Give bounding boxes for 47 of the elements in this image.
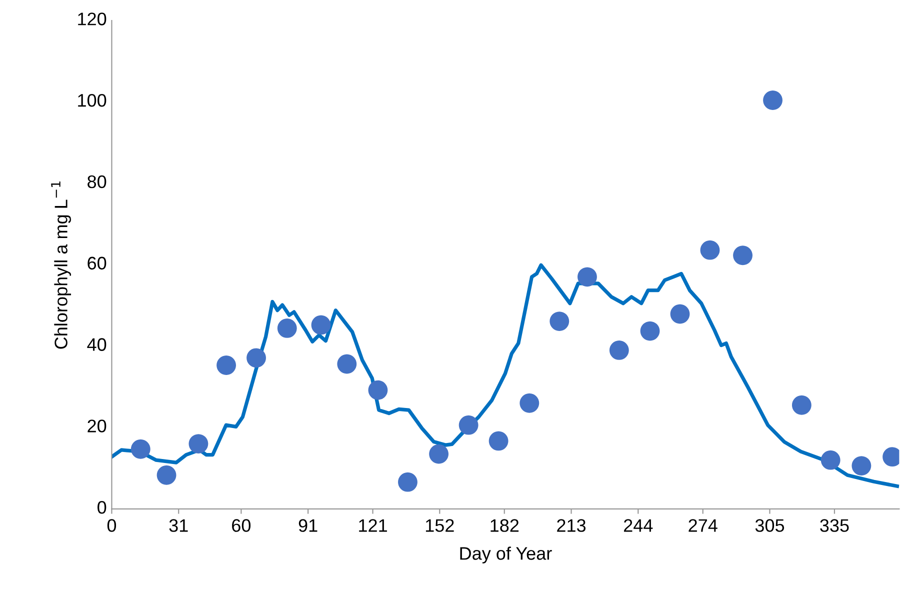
x-tick-label: 60 [232, 519, 251, 532]
point [792, 395, 812, 415]
x-tick-label: 31 [169, 519, 188, 532]
x-tick-label: 152 [426, 519, 454, 532]
point [700, 240, 720, 260]
point [277, 318, 297, 338]
point [763, 90, 782, 110]
point [488, 431, 508, 451]
y-axis-title: Chlorophyll a mg L$^{−1}$ [51, 181, 72, 349]
x-tick-label: 305 [755, 519, 784, 532]
point [609, 340, 629, 360]
y-tick-label: 20 [88, 420, 106, 432]
line-series [112, 263, 900, 488]
x-tick-label: 0 [107, 519, 116, 532]
point [130, 439, 150, 459]
point [550, 312, 570, 332]
y-tick-label: 120 [78, 12, 106, 26]
x-tick-label: 244 [624, 519, 653, 532]
y-tick-label: 40 [87, 338, 106, 351]
point [156, 465, 176, 485]
point [246, 348, 266, 368]
point [670, 304, 690, 324]
x-tick-label: 274 [688, 519, 718, 532]
point [216, 356, 236, 375]
point [429, 444, 449, 464]
y-tick-label: 80 [88, 175, 106, 188]
y-tick-label: 100 [78, 94, 106, 107]
x-tick-label: 121 [359, 519, 387, 532]
point [852, 456, 872, 476]
x-tick-label: 335 [820, 519, 849, 532]
point [458, 415, 478, 435]
point [733, 246, 753, 266]
point [188, 434, 208, 454]
point [578, 267, 597, 287]
y-tick-label: 0 [98, 500, 106, 514]
x-tick-label: 182 [490, 519, 519, 532]
point [311, 315, 331, 335]
point [337, 354, 357, 374]
point [820, 450, 840, 470]
x-tick-label: 91 [298, 519, 318, 532]
x-tick-label: 213 [557, 519, 586, 532]
x-axis-title: Day of Year [460, 546, 552, 564]
point [520, 393, 540, 413]
point [368, 380, 388, 400]
point [398, 472, 418, 492]
y-tick-label: 60 [88, 256, 106, 270]
point [640, 321, 660, 341]
